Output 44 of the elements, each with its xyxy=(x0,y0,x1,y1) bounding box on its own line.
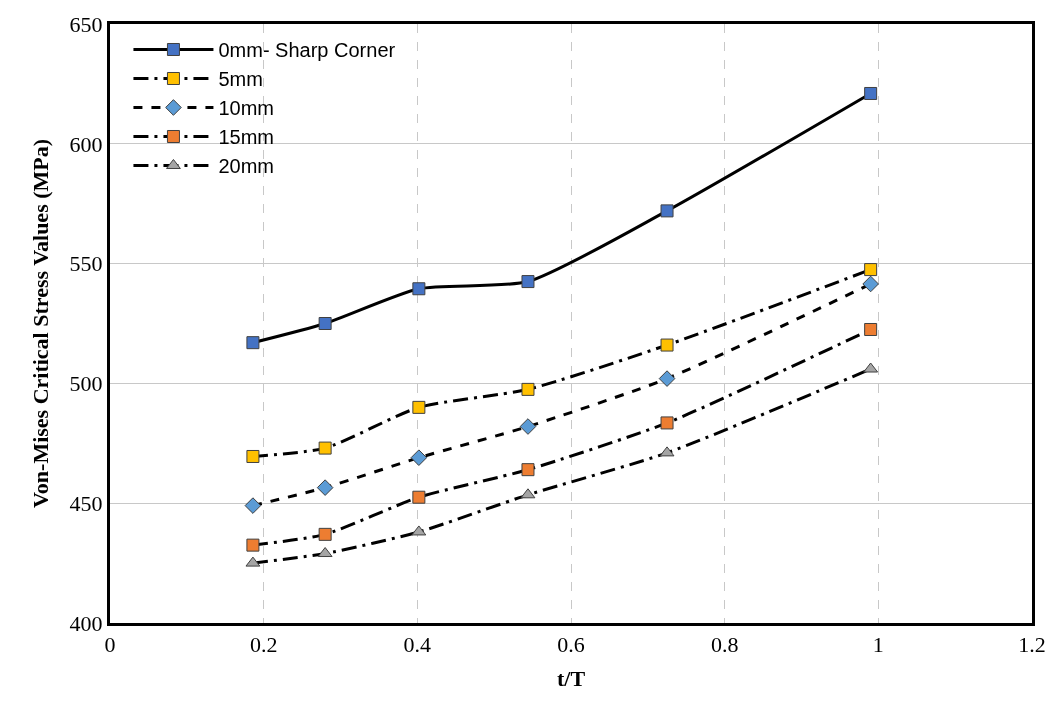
point xyxy=(246,449,260,463)
point xyxy=(864,86,878,100)
x-tick-label: 0.4 xyxy=(403,632,432,658)
x-tick-label: 0 xyxy=(104,632,116,658)
point xyxy=(660,338,674,352)
point xyxy=(521,275,535,289)
x-tick-label: 1 xyxy=(872,632,884,658)
x-tick-label: 0.2 xyxy=(249,632,278,658)
legend-label: 15mm xyxy=(218,126,275,149)
y-tick-label: 500 xyxy=(69,371,103,397)
point xyxy=(660,204,674,218)
point xyxy=(862,275,879,293)
point xyxy=(244,497,262,514)
point xyxy=(864,322,878,336)
y-tick-label: 550 xyxy=(69,251,103,277)
point xyxy=(318,441,332,455)
point xyxy=(246,336,260,350)
x-tick-label: 1.2 xyxy=(1018,632,1046,658)
point xyxy=(318,317,332,330)
y-tick-label: 400 xyxy=(69,610,103,636)
x-axis-title: t/T xyxy=(556,666,586,692)
point xyxy=(316,479,334,496)
point xyxy=(412,400,426,414)
legend-label: 0mm- Sharp Corner xyxy=(218,39,396,62)
point xyxy=(318,527,332,541)
point xyxy=(246,538,260,552)
point xyxy=(410,449,428,466)
y-tick-label: 600 xyxy=(69,131,103,157)
y-tick-label: 450 xyxy=(69,490,103,516)
point xyxy=(660,416,674,430)
point xyxy=(521,382,535,396)
x-tick-label: 0.8 xyxy=(710,632,739,658)
point xyxy=(521,463,535,477)
legend-label: 5mm xyxy=(218,68,263,91)
point xyxy=(412,490,426,504)
y-axis-title: Von-Mises Critical Stress Values (MPa) xyxy=(28,138,54,509)
legend-label: 20mm xyxy=(218,155,275,178)
point xyxy=(519,418,537,435)
point xyxy=(412,282,426,296)
point xyxy=(658,370,676,387)
y-tick-label: 650 xyxy=(69,11,103,37)
x-tick-label: 0.6 xyxy=(557,632,585,658)
point xyxy=(864,263,878,277)
legend-label: 10mm xyxy=(218,97,275,120)
